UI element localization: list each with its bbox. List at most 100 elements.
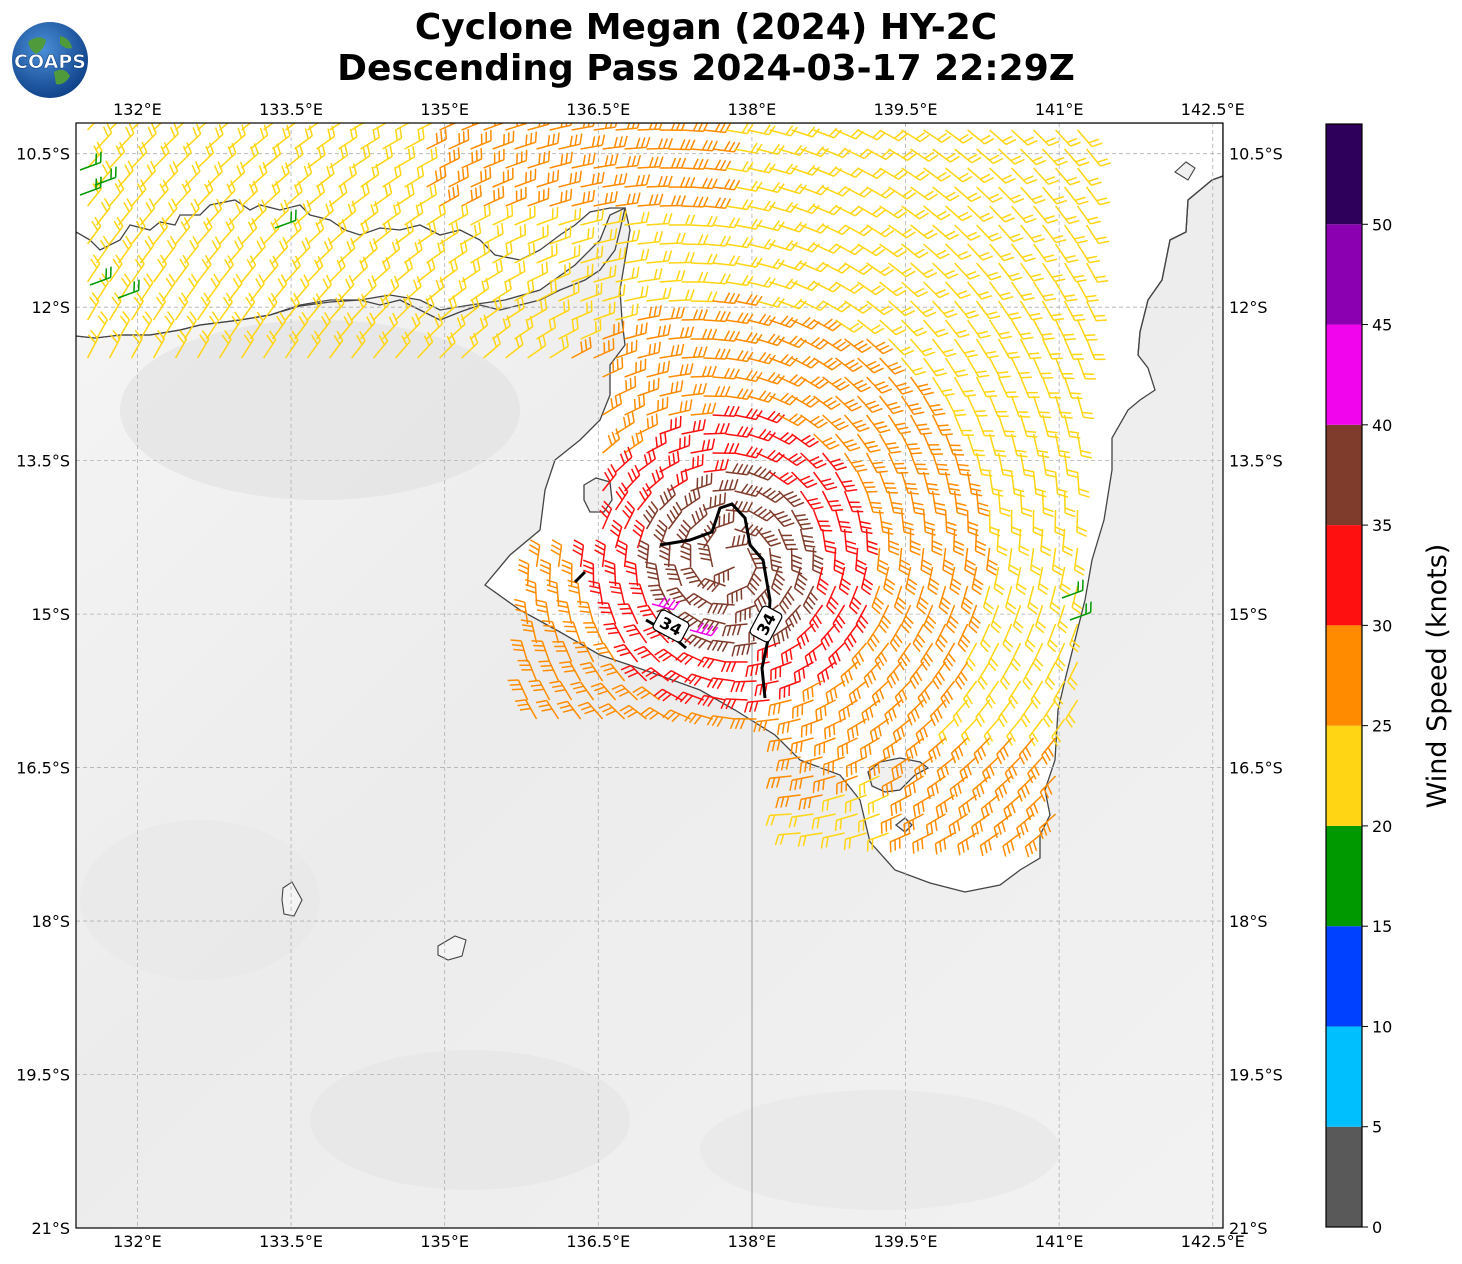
wind-barb bbox=[577, 701, 604, 720]
wind-barb bbox=[1085, 300, 1108, 322]
wind-barb bbox=[848, 680, 868, 706]
cloud-shade bbox=[310, 1050, 630, 1190]
wind-barb bbox=[725, 533, 751, 549]
wind-barb bbox=[923, 319, 949, 338]
wind-barb bbox=[514, 168, 537, 188]
wind-barb bbox=[863, 661, 881, 688]
wind-barb bbox=[602, 247, 627, 264]
wind-barb bbox=[802, 680, 823, 702]
wind-barb bbox=[196, 254, 212, 283]
wind-barb bbox=[975, 699, 991, 727]
wind-barb bbox=[659, 380, 684, 397]
wind-barb bbox=[812, 471, 838, 491]
wind-barb bbox=[997, 490, 1011, 517]
wind-barb bbox=[745, 661, 770, 678]
wind-barb bbox=[1051, 547, 1063, 576]
wind-barb bbox=[1063, 262, 1087, 283]
wind-barb bbox=[945, 604, 959, 634]
wind-34kt-contour bbox=[659, 502, 772, 699]
wind-barb bbox=[593, 153, 619, 169]
wind-barb bbox=[675, 652, 704, 665]
wind-barb bbox=[117, 279, 140, 299]
wind-barb bbox=[593, 191, 618, 207]
wind-barb bbox=[962, 680, 978, 709]
wind-barb bbox=[615, 375, 637, 397]
wind-barb bbox=[619, 704, 648, 720]
wind-barb bbox=[681, 271, 709, 283]
wind-barb bbox=[922, 357, 948, 377]
wind-barb bbox=[514, 131, 538, 150]
wind-barb bbox=[659, 157, 687, 169]
wind-barb bbox=[675, 691, 704, 705]
wind-barb bbox=[558, 281, 580, 302]
wind-barb bbox=[834, 471, 858, 492]
wind-barb bbox=[1049, 585, 1061, 615]
wind-barb bbox=[510, 639, 529, 663]
wind-barb bbox=[241, 180, 259, 207]
wind-barb bbox=[778, 452, 807, 467]
cape-york-coastline bbox=[1137, 175, 1223, 356]
wind-barb bbox=[791, 164, 820, 176]
wind-barb bbox=[813, 281, 842, 293]
wind-barb bbox=[183, 273, 198, 302]
wind-barb bbox=[602, 284, 626, 302]
wind-barb bbox=[817, 661, 837, 686]
wind-barb bbox=[966, 433, 986, 457]
wind-barb bbox=[779, 585, 795, 614]
colorbar-frame bbox=[1325, 123, 1363, 1228]
colorbar: 0 5 10 15 20 25 30 35 40 45 50 bbox=[1325, 123, 1392, 1237]
wind-barb bbox=[338, 126, 358, 150]
colorbar-tick-label: 25 bbox=[1372, 717, 1392, 736]
wind-barb bbox=[549, 188, 573, 207]
wind-barb bbox=[775, 794, 801, 809]
wind-barb bbox=[1019, 338, 1042, 360]
wind-barb bbox=[1032, 471, 1047, 498]
wind-barb bbox=[1028, 718, 1044, 747]
wind-barb bbox=[1042, 148, 1068, 166]
wind-barb bbox=[659, 232, 686, 245]
wind-barb bbox=[1011, 167, 1038, 185]
wind-barb bbox=[373, 219, 392, 245]
wind-barb bbox=[900, 433, 923, 455]
wind-barb bbox=[668, 434, 691, 454]
wind-barb bbox=[558, 317, 579, 340]
wind-barb bbox=[1041, 262, 1066, 283]
wind-barb bbox=[768, 547, 783, 574]
wind-barb bbox=[1017, 775, 1035, 802]
wind-barb bbox=[945, 281, 971, 299]
wind-barb bbox=[729, 718, 757, 730]
wind-barb bbox=[404, 164, 425, 188]
wind-barb bbox=[888, 224, 916, 239]
wind-barb bbox=[785, 604, 802, 632]
wind-barb bbox=[87, 141, 103, 169]
wind-barb bbox=[79, 151, 102, 171]
wind-barb bbox=[351, 256, 369, 283]
wind-barb bbox=[622, 500, 636, 530]
wind-barb bbox=[1054, 243, 1079, 263]
wind-barb bbox=[901, 357, 927, 376]
wind-barb bbox=[583, 622, 604, 644]
wind-barb bbox=[944, 319, 970, 339]
wind-barb bbox=[889, 832, 911, 853]
wind-barb bbox=[514, 205, 536, 226]
wind-barb bbox=[1069, 601, 1092, 621]
wind-barb bbox=[975, 300, 1001, 320]
gulf-west-arm-water bbox=[76, 123, 625, 338]
cloud-shade bbox=[80, 820, 320, 980]
wind-barb bbox=[461, 332, 479, 359]
wind-barb bbox=[844, 148, 873, 160]
wind-barb bbox=[1018, 737, 1035, 765]
wind-barb bbox=[690, 365, 717, 378]
wind-barb bbox=[800, 184, 829, 196]
wind-barb bbox=[944, 433, 964, 456]
wind-barb bbox=[953, 338, 978, 358]
wind-barb bbox=[697, 577, 726, 593]
wind-barb bbox=[769, 201, 798, 213]
wind-barb bbox=[878, 433, 902, 454]
wind-barb bbox=[909, 376, 934, 396]
wind-barb bbox=[1054, 395, 1073, 419]
wind-barb bbox=[957, 832, 977, 856]
wind-barb bbox=[602, 172, 628, 188]
wind-barb bbox=[777, 528, 798, 551]
wind-barb bbox=[535, 699, 560, 720]
